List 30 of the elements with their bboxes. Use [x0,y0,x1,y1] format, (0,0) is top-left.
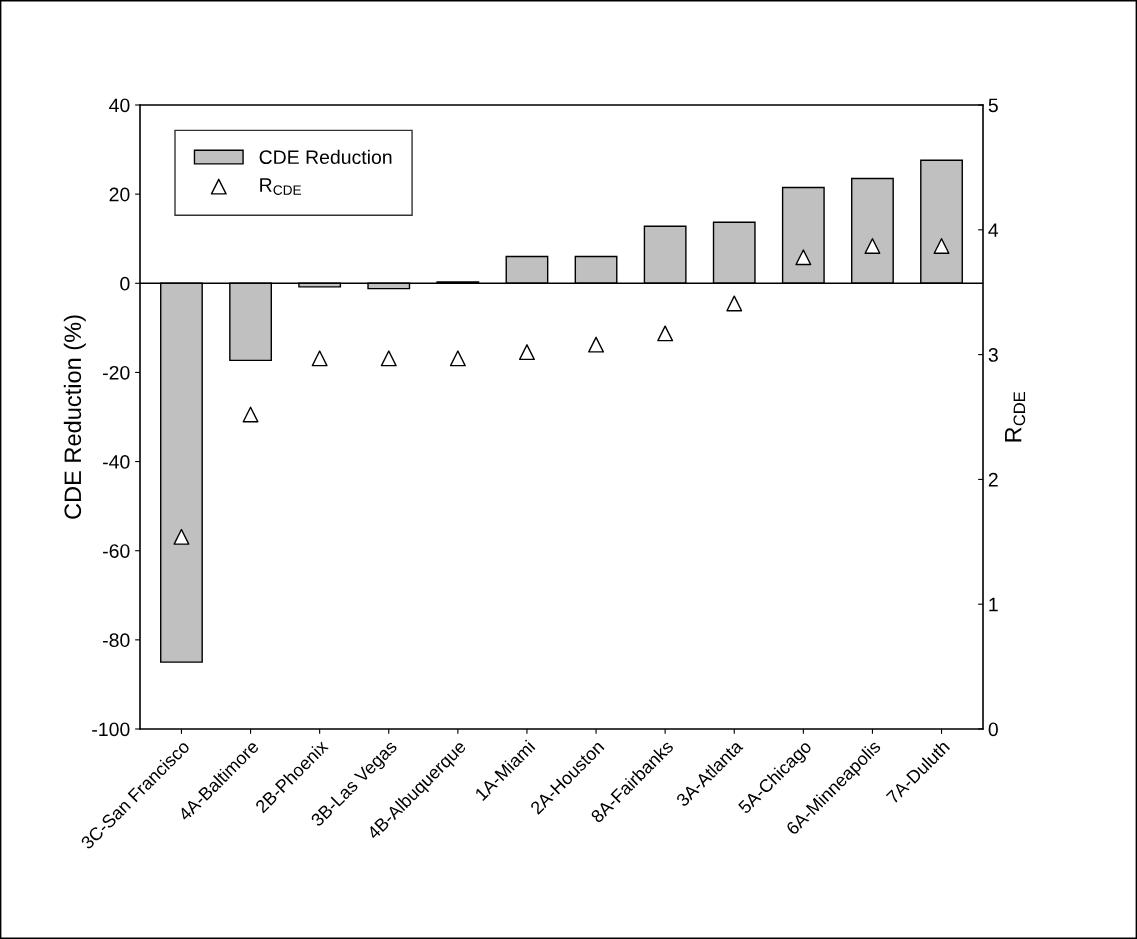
point [242,406,259,423]
legend-label: R$_{CDE}$ [260,178,301,195]
y-tick-label: -80 [103,633,130,648]
point [173,528,190,545]
point [933,238,950,255]
y2-tick-label: 5 [988,98,998,113]
y2-tick-label: 4 [988,223,999,237]
y-axis-title: CDE Reduction (%) [63,315,86,519]
y2-tick-label: 0 [988,722,998,737]
y-tick-label: -100 [92,722,130,737]
legend-label: CDE Reduction [259,149,392,165]
point [311,350,328,367]
y2-axis-title: R$_{CDE}$ [1005,391,1026,442]
y-tick-label: 40 [109,98,130,113]
point [449,350,466,367]
y2-tick-label: 2 [988,472,998,487]
point [864,238,881,255]
y-tick-label: 20 [109,187,130,202]
y-tick-label: -40 [103,455,130,469]
point [588,336,605,353]
y2-tick-label: 1 [989,597,998,612]
y-tick-label: 0 [120,276,130,291]
y-tick-label: -20 [103,365,130,380]
y2-tick-label: 3 [988,348,998,362]
point [380,350,397,367]
point [657,325,674,342]
point [518,344,535,361]
point [795,249,812,266]
y-tick-label: -60 [103,544,130,558]
point [726,295,743,312]
